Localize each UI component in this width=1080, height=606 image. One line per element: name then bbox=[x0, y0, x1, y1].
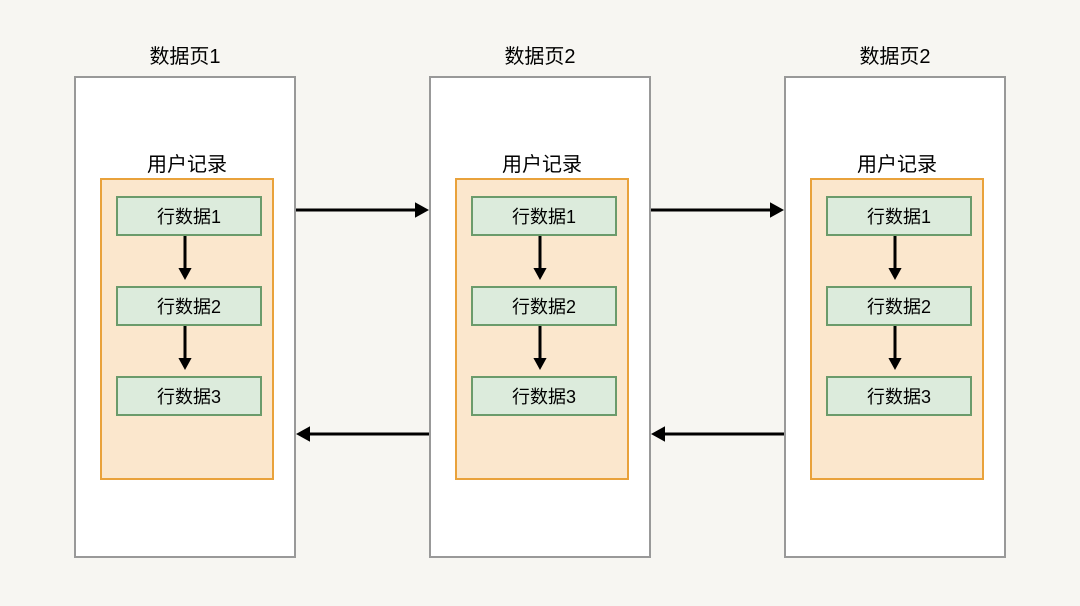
row-data-box: 行数据1 bbox=[471, 196, 617, 236]
row-data-label: 行数据1 bbox=[867, 203, 931, 229]
record-title: 用户记录 bbox=[857, 148, 937, 177]
row-data-label: 行数据1 bbox=[512, 203, 576, 229]
row-data-label: 行数据2 bbox=[867, 293, 931, 319]
row-data-label: 行数据3 bbox=[867, 383, 931, 409]
page-title: 数据页1 bbox=[149, 40, 220, 69]
record-title: 用户记录 bbox=[502, 148, 582, 177]
data-page-box: 用户记录 行数据1 行数据2 行数据3 bbox=[429, 76, 651, 558]
diagram-stage: 数据页1 用户记录 行数据1 行数据2 行数据3 数据页2 用户记录 行数据1 … bbox=[0, 0, 1080, 606]
row-data-box: 行数据2 bbox=[116, 286, 262, 326]
row-data-label: 行数据2 bbox=[512, 293, 576, 319]
row-data-box: 行数据3 bbox=[471, 376, 617, 416]
row-data-box: 行数据2 bbox=[471, 286, 617, 326]
row-data-label: 行数据1 bbox=[157, 203, 221, 229]
page-title: 数据页2 bbox=[859, 40, 930, 69]
row-data-box: 行数据2 bbox=[826, 286, 972, 326]
row-data-label: 行数据2 bbox=[157, 293, 221, 319]
data-page-box: 用户记录 行数据1 行数据2 行数据3 bbox=[74, 76, 296, 558]
record-title: 用户记录 bbox=[147, 148, 227, 177]
row-data-label: 行数据3 bbox=[157, 383, 221, 409]
row-data-box: 行数据1 bbox=[116, 196, 262, 236]
user-record-box: 行数据1 行数据2 行数据3 bbox=[100, 178, 274, 480]
user-record-box: 行数据1 行数据2 行数据3 bbox=[455, 178, 629, 480]
row-data-box: 行数据3 bbox=[116, 376, 262, 416]
page-title: 数据页2 bbox=[504, 40, 575, 69]
row-data-box: 行数据3 bbox=[826, 376, 972, 416]
data-page-box: 用户记录 行数据1 行数据2 行数据3 bbox=[784, 76, 1006, 558]
user-record-box: 行数据1 行数据2 行数据3 bbox=[810, 178, 984, 480]
row-data-label: 行数据3 bbox=[512, 383, 576, 409]
row-data-box: 行数据1 bbox=[826, 196, 972, 236]
